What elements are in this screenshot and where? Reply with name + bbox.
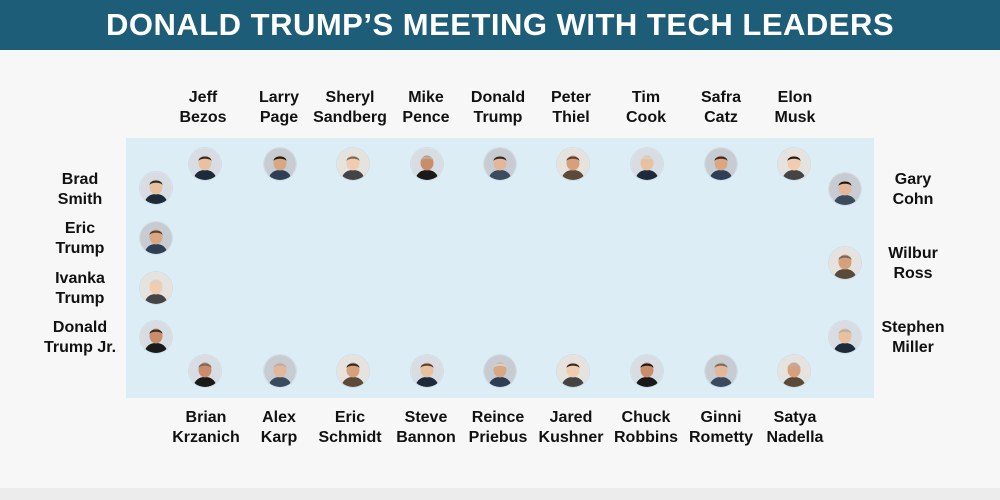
avatar-bottom-4	[411, 355, 443, 387]
avatar-top-3	[337, 148, 369, 180]
avatar-bottom-2	[264, 355, 296, 387]
avatar-bottom-9	[778, 355, 810, 387]
avatar-top-8	[705, 148, 737, 180]
attendee-name-bottom-5: Reince Priebus	[468, 409, 528, 446]
attendee-name-bottom-1: Brian Krzanich	[172, 409, 240, 446]
avatar-left-2	[140, 222, 172, 254]
meeting-table	[126, 138, 874, 398]
avatar-top-5	[484, 148, 516, 180]
attendee-name-bottom-8: Ginni Rometty	[688, 409, 753, 446]
attendee-name-bottom-4: Steve Bannon	[396, 409, 456, 446]
avatar-right-3	[829, 321, 861, 353]
attendee-name-top-2: Larry Page	[258, 89, 300, 126]
attendee-name-bottom-7: Chuck Robbins	[614, 409, 678, 446]
avatar-bottom-7	[631, 355, 663, 387]
avatar-left-3	[140, 272, 172, 304]
attendee-name-right-3: Stephen Miller	[881, 319, 945, 356]
attendee-name-top-3: Sheryl Sandberg	[313, 89, 387, 126]
attendee-name-left-3: Ivanka Trump	[55, 270, 105, 307]
attendee-name-left-1: Brad Smith	[57, 171, 103, 208]
attendee-name-top-1: Jeff Bezos	[179, 89, 227, 126]
attendee-name-left-4: Donald Trump Jr.	[43, 319, 117, 356]
avatar-top-4	[411, 148, 443, 180]
avatar-bottom-1	[189, 355, 221, 387]
avatar-top-6	[557, 148, 589, 180]
page-title: DONALD TRUMP’S MEETING WITH TECH LEADERS	[0, 0, 1000, 50]
attendee-name-bottom-3: Eric Schmidt	[318, 409, 382, 446]
attendee-name-top-4: Mike Pence	[402, 89, 450, 126]
avatar-top-2	[264, 148, 296, 180]
attendee-name-top-9: Elon Musk	[774, 89, 816, 126]
attendee-name-right-2: Wilbur Ross	[888, 245, 938, 282]
attendee-name-top-6: Peter Thiel	[550, 89, 592, 126]
avatar-top-1	[189, 148, 221, 180]
avatar-bottom-6	[557, 355, 589, 387]
attendee-name-top-5: Donald Trump	[470, 89, 526, 126]
avatar-bottom-5	[484, 355, 516, 387]
attendee-name-bottom-2: Alex Karp	[260, 409, 298, 446]
avatar-left-1	[140, 172, 172, 204]
footer-strip	[0, 488, 1000, 500]
attendee-name-top-8: Safra Catz	[700, 89, 742, 126]
attendee-name-right-1: Gary Cohn	[892, 171, 934, 208]
attendee-name-left-2: Eric Trump	[55, 220, 105, 257]
avatar-right-2	[829, 247, 861, 279]
attendee-name-top-7: Tim Cook	[626, 89, 666, 126]
avatar-bottom-3	[337, 355, 369, 387]
avatar-left-4	[140, 321, 172, 353]
avatar-right-1	[829, 173, 861, 205]
avatar-bottom-8	[705, 355, 737, 387]
attendee-name-bottom-9: Satya Nadella	[766, 409, 824, 446]
attendee-name-bottom-6: Jared Kushner	[538, 409, 604, 446]
avatar-top-7	[631, 148, 663, 180]
avatar-top-9	[778, 148, 810, 180]
